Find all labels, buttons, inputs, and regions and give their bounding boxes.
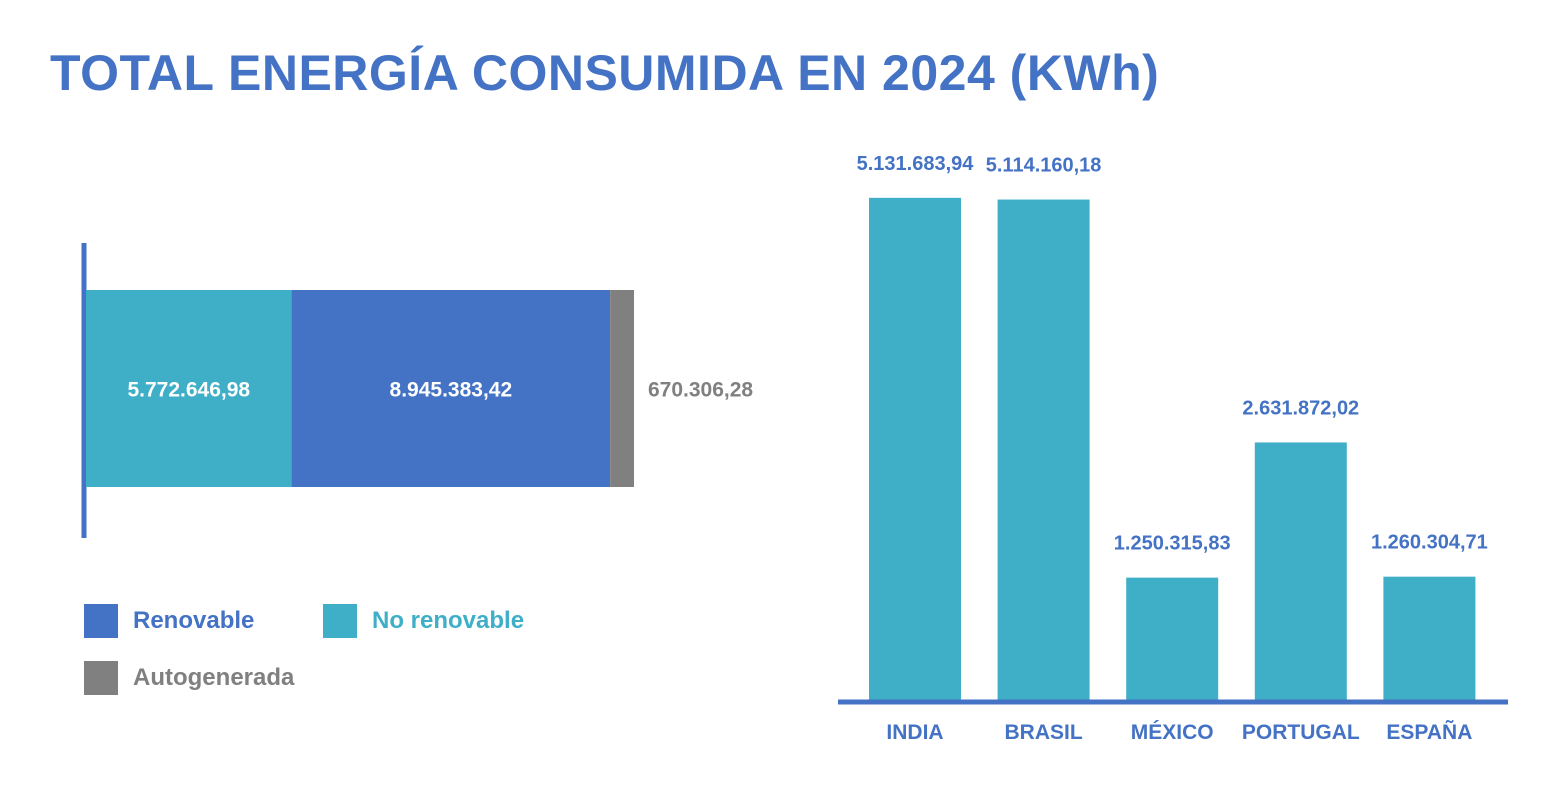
column-value-label-portugal: 2.631.872,02 — [1242, 397, 1359, 419]
page-title: TOTAL ENERGÍA CONSUMIDA EN 2024 (KWh) — [50, 45, 1160, 101]
column-category-label-mexico: MÉXICO — [1131, 721, 1214, 744]
column-value-label-espana: 1.260.304,71 — [1371, 532, 1488, 554]
legend-item-no-renovable: No renovable — [323, 604, 524, 638]
stacked-segment-autogenerada — [610, 290, 634, 487]
column-category-label-portugal: PORTUGAL — [1242, 721, 1360, 744]
legend-swatch-renovable — [84, 604, 118, 638]
column-chart: 5.131.683,94 5.114.160,18 1.250.315,83 2.63… — [838, 153, 1508, 744]
stacked-value-label-autogenerada: 670.306,28 — [648, 379, 753, 402]
column-value-label-brasil: 5.114.160,18 — [986, 155, 1102, 177]
stacked-value-label-no-renovable: 5.772.646,98 — [127, 379, 250, 402]
legend-label-no-renovable: No renovable — [372, 607, 525, 634]
stacked-bar-chart: 5.772.646,98 8.945.383,42 670.306,28 — [81, 243, 753, 538]
legend-label-autogenerada: Autogenerada — [133, 664, 295, 691]
legend-item-autogenerada: Autogenerada — [84, 661, 294, 695]
column-bar-portugal — [1254, 442, 1347, 700]
column-bar-india — [869, 197, 961, 700]
legend-label-renovable: Renovable — [133, 607, 255, 634]
legend-swatch-no-renovable — [323, 604, 357, 638]
legend-swatch-autogenerada — [84, 661, 118, 695]
column-category-label-brasil: BRASIL — [1005, 721, 1083, 744]
column-category-labels: INDIA BRASIL MÉXICO PORTUGAL ESPAÑA — [886, 721, 1472, 744]
column-category-label-espana: ESPAÑA — [1386, 721, 1472, 744]
column-value-label-mexico: 1.250.315,83 — [1114, 533, 1231, 555]
column-bars: 5.131.683,94 5.114.160,18 1.250.315,83 2.63… — [857, 153, 1488, 700]
stacked-bar-segments: 5.772.646,98 8.945.383,42 670.306,28 — [86, 290, 753, 487]
stacked-value-label-renovable: 8.945.383,42 — [390, 379, 513, 402]
stacked-segment-renovable — [291, 290, 611, 487]
column-bar-brasil — [997, 199, 1090, 700]
column-category-label-india: INDIA — [886, 721, 943, 744]
stacked-segment-no-renovable — [86, 290, 292, 487]
column-bar-espana — [1383, 576, 1476, 700]
column-bar-mexico — [1126, 577, 1219, 700]
column-value-label-india: 5.131.683,94 — [857, 153, 975, 175]
legend-item-renovable: Renovable — [84, 604, 254, 638]
